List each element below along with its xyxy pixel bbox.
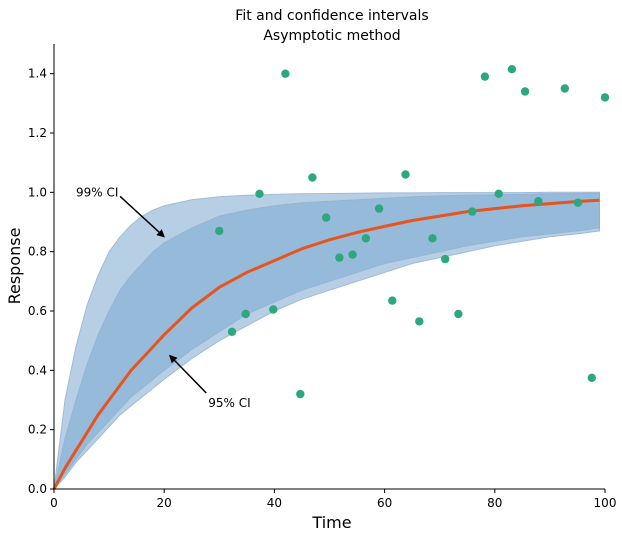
data-point	[281, 69, 290, 78]
data-point	[374, 204, 384, 213]
y-tick-label: 0.4	[28, 363, 47, 377]
y-tick-label: 0.8	[28, 245, 47, 259]
data-point	[415, 317, 424, 326]
data-points	[215, 65, 610, 399]
fit-line	[52, 198, 600, 490]
data-point	[428, 234, 437, 243]
y-tick-label: 0.6	[28, 304, 47, 318]
data-point	[480, 72, 490, 81]
x-axis-label: Time	[311, 513, 351, 532]
data-point	[296, 389, 305, 399]
x-tick-label: 40	[267, 496, 282, 510]
chart-subtitle: Asymptotic method	[263, 28, 400, 44]
data-point	[241, 309, 250, 319]
data-point	[454, 309, 463, 319]
x-tick-label: 80	[487, 496, 502, 510]
y-tick-label: 1.0	[28, 185, 47, 199]
data-point	[335, 253, 344, 262]
axes: 0 20 40 60 80 100 0.0 0.2 0.4 0.6 0.8 1.0 1.2 1.4	[28, 44, 617, 510]
y-tick-label: 0.2	[28, 423, 47, 437]
data-point	[520, 87, 530, 96]
data-point	[308, 173, 317, 182]
data-point	[215, 226, 224, 236]
y-tick-label: 1.2	[28, 126, 47, 140]
data-point	[560, 84, 569, 93]
x-tick-label: 100	[594, 496, 617, 510]
data-point	[494, 189, 503, 198]
data-point	[255, 189, 264, 198]
x-tick-label: 20	[157, 496, 172, 510]
x-tick-label: 0	[50, 496, 58, 510]
annotation-label: 95% CI	[208, 396, 250, 410]
data-point	[600, 93, 610, 102]
confidence-bands	[53, 191, 600, 491]
chart-title: Fit and confidence intervals	[235, 8, 428, 24]
data-point	[388, 296, 397, 305]
data-point	[587, 373, 596, 382]
y-tick-label: 0.0	[28, 482, 47, 496]
data-point	[269, 305, 278, 314]
data-point	[534, 197, 543, 206]
annotation-arrow	[169, 354, 207, 394]
ci95-band	[53, 192, 600, 490]
data-point	[361, 234, 371, 243]
data-point	[573, 198, 583, 207]
fit-layer	[52, 198, 600, 490]
y-axis-label: Response	[5, 228, 24, 305]
x-tick-label: 60	[377, 496, 392, 510]
data-point	[401, 170, 410, 179]
annotation-label: 99% CI	[76, 185, 118, 199]
y-tick-label: 1.4	[28, 67, 47, 81]
data-point	[348, 250, 357, 259]
data-point	[507, 65, 517, 74]
data-point	[441, 254, 450, 264]
annotation-arrow	[119, 195, 165, 238]
data-point	[227, 327, 237, 336]
annotations: 99% CI 95% CI	[76, 185, 251, 410]
data-point	[468, 207, 477, 216]
data-point	[322, 213, 331, 222]
